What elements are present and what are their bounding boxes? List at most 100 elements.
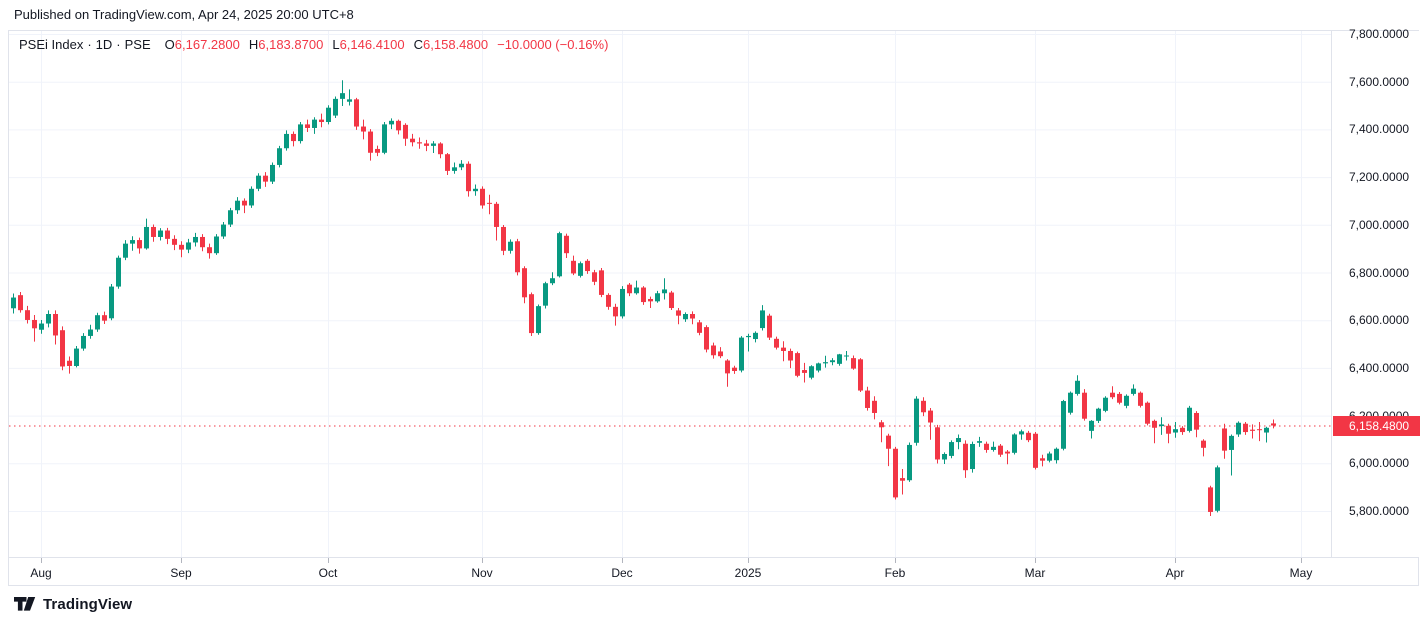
- candle-down: [1257, 429, 1262, 431]
- candle-down: [291, 133, 296, 142]
- candle-down: [900, 478, 905, 481]
- candle-down: [375, 148, 380, 153]
- candle-up: [508, 241, 513, 251]
- month-tick: [1035, 558, 1036, 563]
- price-axis-label: 7,800.0000: [1349, 27, 1410, 41]
- candle-up: [221, 224, 226, 237]
- timeframe-label[interactable]: 1D: [95, 37, 113, 52]
- low-value: 6,146.4100: [339, 37, 405, 52]
- candle-down: [1145, 402, 1150, 424]
- candle-down: [669, 292, 674, 309]
- price-axis[interactable]: 6,158.4800 7,800.0000 7,600.0000 7,400.000…: [1331, 27, 1420, 557]
- price-axis-label: 6,800.0000: [1349, 265, 1410, 280]
- time-axis-label: Apr: [1165, 566, 1185, 580]
- candle-up: [739, 337, 744, 371]
- candle-down: [417, 142, 422, 144]
- candle-up: [1054, 448, 1059, 461]
- candle-down: [718, 351, 723, 357]
- candle-up: [1236, 422, 1241, 435]
- candle-up: [942, 453, 947, 460]
- candle-up: [1047, 453, 1052, 461]
- candle-down: [1152, 420, 1157, 428]
- time-axis-label: 2025: [734, 566, 762, 580]
- candle-up: [662, 289, 667, 294]
- candle-up: [130, 240, 135, 244]
- candle-down: [767, 315, 772, 338]
- candle-down: [25, 310, 30, 320]
- close-letter: C: [413, 37, 424, 52]
- price-axis-label: 6,400.0000: [1349, 360, 1410, 375]
- candle-up: [256, 175, 261, 189]
- candle-up: [1103, 397, 1108, 411]
- candle-down: [151, 226, 156, 237]
- candle-down: [627, 284, 632, 294]
- candle-down: [788, 350, 793, 361]
- candle-up: [578, 263, 583, 276]
- time-axis-label: May: [1289, 566, 1313, 580]
- candle-up: [228, 210, 233, 225]
- candle-down: [1033, 433, 1038, 468]
- month-tick: [482, 558, 483, 563]
- price-axis-label: 7,200.0000: [1349, 170, 1410, 185]
- candle-up: [837, 354, 842, 364]
- candle-down: [711, 345, 716, 356]
- candle-down: [319, 119, 324, 123]
- candle-up: [1173, 429, 1178, 433]
- candle-down: [648, 298, 653, 302]
- candle-up: [326, 107, 331, 123]
- price-axis-label: 7,600.0000: [1349, 74, 1410, 89]
- tradingview-logo-link[interactable]: TradingView: [14, 596, 132, 613]
- candle-down: [606, 294, 611, 307]
- candle-up: [760, 310, 765, 329]
- candle-up: [949, 442, 954, 456]
- candle-up: [977, 441, 982, 443]
- candle-up: [109, 286, 114, 319]
- candle-up: [1096, 408, 1101, 421]
- candle-up: [823, 362, 828, 364]
- candle-down: [179, 244, 184, 250]
- candlestick-chart[interactable]: [9, 31, 1331, 557]
- candle-down: [354, 99, 359, 127]
- open-letter: O: [164, 37, 175, 52]
- month-tick: [895, 558, 896, 563]
- candle-up: [347, 99, 352, 102]
- candle-down: [676, 310, 681, 316]
- candle-up: [830, 360, 835, 363]
- candle-up: [655, 293, 660, 302]
- candle-up: [88, 329, 93, 336]
- time-axis-label: Sep: [170, 566, 192, 580]
- candle-up: [844, 355, 849, 357]
- candle-down: [522, 268, 527, 298]
- candle-up: [235, 200, 240, 211]
- candle-down: [1117, 393, 1122, 403]
- publish-timestamp: Published on TradingView.com, Apr 24, 20…: [14, 7, 354, 22]
- candle-up: [333, 98, 338, 116]
- candle-down: [410, 138, 415, 143]
- candle-up: [74, 348, 79, 366]
- candle-up: [1019, 431, 1024, 435]
- last-price-label: 6,158.4800: [1333, 416, 1420, 436]
- candle-down: [305, 124, 310, 128]
- candle-up: [95, 315, 100, 330]
- close-value: 6,158.4800: [423, 37, 489, 52]
- symbol-name[interactable]: PSEi Index: [19, 37, 84, 52]
- candle-down: [466, 163, 471, 192]
- candle-down: [1005, 451, 1010, 454]
- candle-down: [172, 238, 177, 245]
- candle-up: [193, 236, 198, 243]
- time-axis[interactable]: Aug Sep Oct Nov Dec 2025 Feb Mar Apr May: [9, 557, 1418, 585]
- candle-up: [620, 288, 625, 317]
- candle-up: [907, 444, 912, 481]
- candle-down: [200, 236, 205, 248]
- candle-up: [1012, 434, 1017, 453]
- candle-down: [403, 124, 408, 139]
- candle-down: [592, 272, 597, 282]
- candle-up: [550, 278, 555, 284]
- legend-separator: ·: [116, 37, 121, 52]
- candle-up: [270, 164, 275, 182]
- candle-down: [865, 390, 870, 408]
- candle-down: [851, 358, 856, 369]
- candle-down: [585, 260, 590, 272]
- candle-up: [816, 363, 821, 371]
- candle-down: [263, 175, 268, 182]
